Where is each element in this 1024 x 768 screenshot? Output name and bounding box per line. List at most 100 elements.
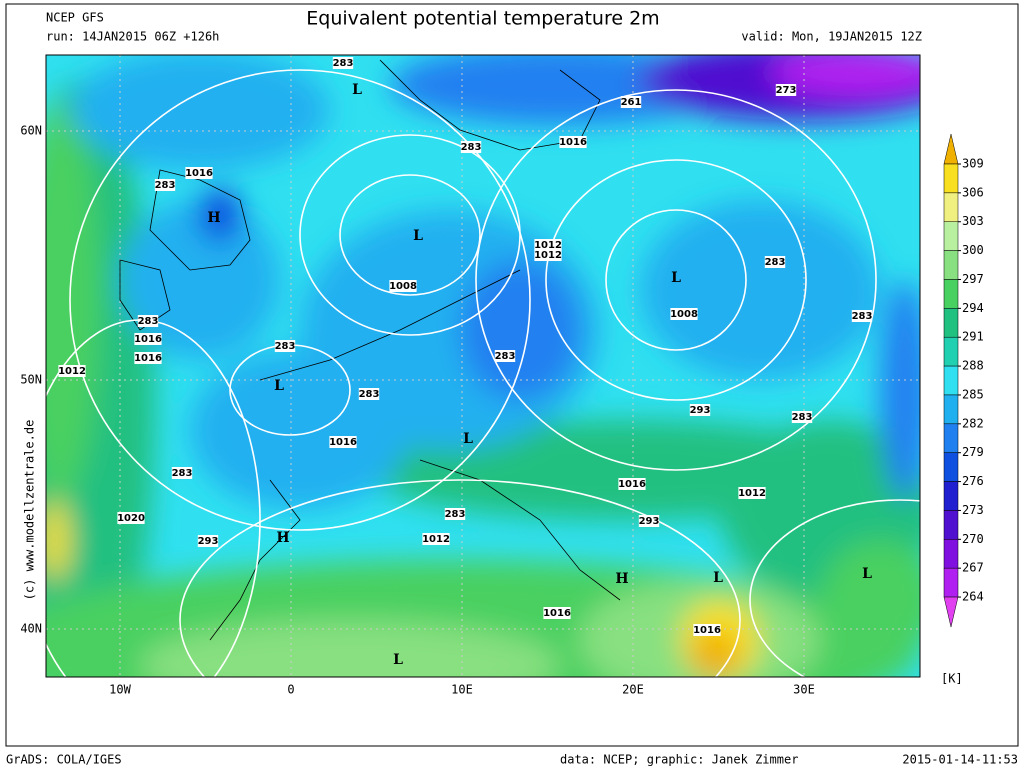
label-box [117,512,145,524]
colorbar-label: 285 [962,387,984,401]
colorbar-box [943,308,959,338]
label-box [775,84,797,96]
colorbar-box [943,452,959,482]
isobar [475,89,877,471]
colorbar-box [943,423,959,453]
label-box [58,365,86,377]
field-blob [460,260,580,400]
coastline [209,479,301,641]
colorbar-label: 297 [962,272,984,286]
label-box [791,411,813,423]
pressure-center: H [276,530,289,546]
contour-label: 283 [138,316,159,327]
pressure-center: L [393,652,403,668]
pressure-center: L [274,378,284,394]
label-box [618,478,646,490]
label-box [494,350,516,362]
colorbar-label: 279 [962,445,984,459]
frame [5,3,1019,747]
colorbar-box [943,539,959,569]
pressure-center: L [463,431,473,447]
field-blob [640,200,880,380]
label-box [389,280,417,292]
colorbar-box [943,336,959,367]
colorbar-label: 309 [962,157,984,171]
field-blob [198,187,242,243]
label-box [332,57,354,69]
field-blob [690,630,740,677]
coastline [419,459,621,601]
label-box [460,141,482,153]
contour-label: 283 [275,341,296,352]
isobar [545,159,807,401]
contour-label: 283 [495,351,516,362]
isobar [179,479,741,677]
label-box [137,315,159,327]
label-box [171,467,193,479]
colorbar-bottom [943,596,959,628]
contour-label: 283 [792,412,813,423]
contour-label: 273 [776,85,797,96]
lon-tick-label: 0 [287,683,294,697]
colorbar-label: 273 [962,503,984,517]
pressure-center: L [413,228,423,244]
lon-tick-label: 10E [451,683,473,697]
run-label: run: 14JAN2015 06Z +126h [46,30,219,44]
colorbar-label: 282 [962,416,984,430]
field-blob [190,350,410,510]
colorbar-box [943,250,959,280]
contour-label: 1012 [534,250,562,261]
colorbar-label: 267 [962,561,984,575]
contour-label: 1016 [134,353,162,364]
colorbar-box [943,481,959,511]
contour-label: 293 [639,516,660,527]
colorbar-box [943,510,959,540]
field-blob [770,55,920,97]
map-border [45,54,921,678]
contour-label: 283 [172,468,193,479]
contour-label: 1016 [185,168,213,179]
label-box [670,308,698,320]
pressure-center: L [671,270,681,286]
label-box [559,136,587,148]
label-box [422,533,450,545]
contour-label: 283 [333,58,354,69]
contour-label: 283 [852,311,873,322]
label-box [851,310,873,322]
isobar [339,174,481,296]
colorbar-label: 270 [962,532,984,546]
label-box [738,487,766,499]
contour-label: 283 [461,142,482,153]
coastline [259,269,521,381]
footer-left: GrADS: COLA/IGES [6,753,122,767]
contour-label: 283 [765,257,786,268]
label-box [444,508,466,520]
contour-label: 1008 [389,281,417,292]
pressure-center: L [713,570,723,586]
label-box [689,404,711,416]
label-box [638,515,660,527]
coastline [149,169,251,271]
label-box [534,249,562,261]
field-blob [820,540,920,660]
contour-label: 283 [445,509,466,520]
pressure-center: L [862,566,872,582]
contour-label: 1016 [543,608,571,619]
contour-label: 1012 [738,488,766,499]
field-blob [880,280,920,500]
colorbar-label: 276 [962,474,984,488]
field-blob [46,500,69,580]
colorbar-label: 300 [962,243,984,257]
colorbar-box [943,221,959,251]
lat-tick-label: 60N [20,124,42,138]
label-box [134,352,162,364]
lon-tick-label: 20E [622,683,644,697]
label-box [185,167,213,179]
colorbar-box [943,365,959,396]
contour-label: 1016 [134,334,162,345]
map-area: L28326127310162831016283HL10121012L28310… [46,55,920,677]
field-blob [46,100,100,500]
label-box [197,535,219,547]
copyright: (c) www.modellzentrale.de [23,420,37,601]
